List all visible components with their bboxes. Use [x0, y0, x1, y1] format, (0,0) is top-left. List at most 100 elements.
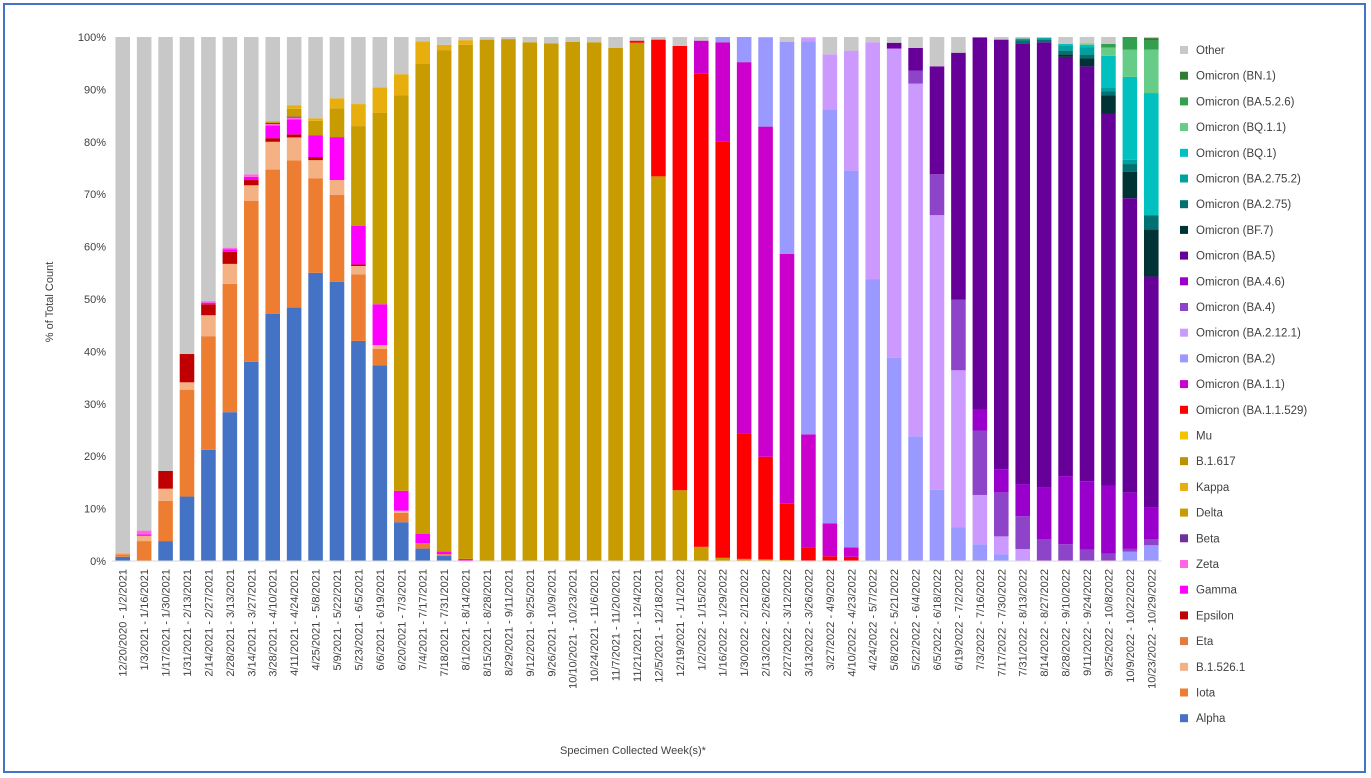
bars-group	[115, 37, 1159, 562]
x-tick-label: 9/25/2022 - 10/8/2022	[1103, 569, 1115, 677]
bar-segment-12-30	[758, 456, 773, 560]
legend-item: Omicron (BF.7)	[1180, 225, 1273, 237]
legend-label: Omicron (BF.7)	[1196, 225, 1273, 237]
bar-segment-2-12	[372, 345, 388, 349]
legend-label: Gamma	[1196, 585, 1238, 597]
legend-item: B.1.526.1	[1180, 662, 1245, 674]
bar-segment-18-43	[1036, 42, 1052, 488]
bar-segment-1-14	[415, 543, 430, 549]
bar-segment-26-21	[565, 37, 580, 42]
bar-segment-26-31	[779, 37, 795, 42]
x-tick-label: 7/4/2021 - 7/17/2021	[418, 569, 430, 671]
bar-segment-13-28	[715, 42, 730, 142]
x-tick-label: 2/28/2021 - 3/13/2021	[225, 569, 237, 677]
legend-swatch	[1180, 714, 1188, 723]
legend-swatch	[1180, 380, 1188, 389]
bar-segment-0-0	[115, 556, 130, 561]
bar-segment-24-46	[1101, 43, 1116, 48]
bar-segment-8-19	[522, 42, 538, 562]
bar-segment-16-48	[1144, 538, 1159, 546]
bar-segment-26-43	[1036, 37, 1052, 39]
bar-segment-17-48	[1144, 507, 1159, 539]
bar-segment-26-9	[308, 37, 323, 119]
bar-segment-20-47	[1122, 164, 1138, 172]
bar-segment-17-45	[1079, 481, 1095, 550]
bar-segment-26-40	[972, 37, 988, 38]
bar-segment-12-32	[801, 547, 816, 561]
bar-segment-26-10	[329, 37, 345, 99]
legend-swatch	[1180, 225, 1188, 234]
bar-segment-2-0	[115, 552, 130, 555]
bar-segment-26-48	[1144, 37, 1159, 39]
x-tick-label: 4/24/2022 - 5/7/2022	[868, 569, 880, 671]
bar-segment-4-8	[286, 134, 302, 138]
stacked-bar-chart: 0% 10% 20% 30% 40% 50% 60% 70% 80% 90% 100% 12/20/…	[44, 32, 1307, 757]
bar-segment-4-11	[351, 264, 366, 266]
bar-segment-8-31	[779, 559, 795, 561]
bar-segment-7-7	[265, 122, 280, 124]
bar-segment-8-15	[436, 50, 452, 552]
bar-segment-26-39	[951, 37, 966, 53]
bar-segment-15-40	[972, 494, 988, 545]
bar-segment-9-10	[329, 98, 345, 109]
bar-segment-13-34	[844, 547, 859, 557]
x-tick-label: 3/27/2022 - 4/9/2022	[825, 569, 837, 671]
bar-segment-0-13	[394, 522, 409, 561]
bar-segment-14-41	[994, 554, 1009, 561]
x-tick-label: 1/17/2021 - 1/30/2021	[161, 569, 173, 677]
bar-segment-25-48	[1144, 38, 1159, 41]
x-tick-label: 10/9/2022 - 10/22/2022	[1125, 569, 1137, 683]
bar-segment-26-5	[222, 37, 238, 248]
bar-segment-8-23	[608, 48, 623, 561]
bar-segment-22-48	[1144, 93, 1159, 216]
legend-swatch	[1180, 534, 1188, 543]
bar-segment-12-28	[715, 141, 730, 558]
bar-segment-8-13	[394, 95, 409, 491]
bar-segment-0-8	[286, 307, 302, 561]
bar-segment-26-11	[351, 37, 366, 105]
legend-swatch	[1180, 354, 1188, 363]
bar-segment-26-1	[136, 37, 152, 531]
bar-segment-8-14	[415, 64, 430, 534]
bar-segment-15-33	[822, 54, 838, 110]
bar-segment-26-44	[1058, 37, 1073, 44]
bar-segment-26-37	[908, 37, 923, 48]
legend-item: Omicron (BA.2.12.1)	[1180, 328, 1301, 340]
bar-segment-14-28	[715, 37, 730, 43]
bar-segment-20-45	[1079, 54, 1095, 59]
bar-segment-14-34	[844, 170, 859, 548]
bar-segment-20-48	[1144, 215, 1159, 230]
bar-segment-4-2	[158, 470, 173, 489]
bar-segment-12-27	[694, 73, 709, 547]
bar-segment-13-29	[736, 62, 752, 434]
bar-segment-24-47	[1122, 37, 1138, 50]
bar-segment-5-15	[436, 551, 452, 555]
x-tick-label: 11/21/2021 - 12/4/2021	[632, 569, 644, 682]
y-tick-label: 70%	[84, 189, 106, 201]
bar-segment-23-48	[1144, 49, 1159, 94]
chart-frame: 0% 10% 20% 30% 40% 50% 60% 70% 80% 90% 100% 12/20/…	[3, 3, 1366, 773]
legend-item: Omicron (BA.1.1.529)	[1180, 405, 1307, 417]
bar-segment-26-46	[1101, 37, 1116, 44]
legend-label: Omicron (BQ.1)	[1196, 148, 1277, 160]
bar-segment-1-5	[222, 283, 238, 413]
bar-segment-26-12	[372, 37, 388, 88]
bar-segment-8-16	[458, 44, 473, 559]
bar-segment-16-40	[972, 430, 988, 495]
legend-swatch	[1180, 71, 1188, 80]
bar-segment-12-24	[629, 40, 645, 43]
bar-segment-26-24	[629, 37, 645, 41]
bar-segment-1-7	[265, 169, 280, 314]
bar-segment-26-45	[1079, 37, 1095, 44]
legend-label: Omicron (BA.4.6)	[1196, 276, 1285, 288]
bar-segment-16-37	[908, 70, 923, 84]
legend-label: Omicron (BN.1)	[1196, 71, 1276, 83]
y-tick-label: 80%	[84, 137, 106, 149]
bar-segment-2-11	[351, 265, 366, 275]
bar-segment-9-8	[286, 105, 302, 109]
bar-segment-13-30	[758, 126, 773, 457]
bar-segment-1-3	[179, 389, 195, 497]
bar-segment-0-12	[372, 365, 388, 561]
bar-segment-26-36	[886, 37, 902, 43]
legend-swatch	[1180, 637, 1188, 646]
